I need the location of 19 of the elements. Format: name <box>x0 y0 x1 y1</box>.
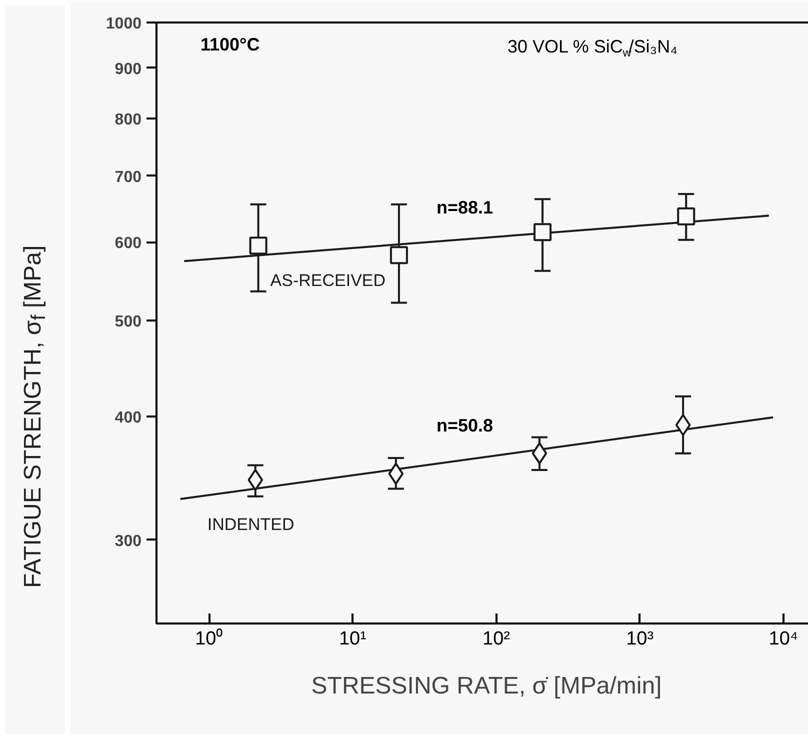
text: INDENTED <box>207 514 294 534</box>
series-label: AS-RECEIVED <box>270 271 386 290</box>
x-tick-label: 10⁰ <box>195 628 224 650</box>
annotation: n=50.8 <box>436 416 494 436</box>
annotation: 1100°C <box>200 34 260 54</box>
x-tick-label: 10⁴ <box>768 628 798 650</box>
y-tick-label: 900 <box>114 60 142 78</box>
x-tick-label: 10² <box>482 628 510 650</box>
y-tick-label: 500 <box>114 313 142 330</box>
y-tick-label: 1000 <box>106 16 142 32</box>
x-axis-title: STRESSING RATE, σ̇ [MPa/min] <box>311 672 662 700</box>
x-tick-label: 10¹ <box>338 628 366 650</box>
annotation: n=88.1 <box>436 198 494 218</box>
y-tick-label: 400 <box>114 409 142 426</box>
y-tick-label: 600 <box>114 235 142 252</box>
x-tick-label: 10³ <box>626 628 654 650</box>
y-tick-label: 300 <box>114 532 142 550</box>
y-tick-label: 700 <box>114 168 142 186</box>
y-tick-label: 800 <box>114 111 142 128</box>
